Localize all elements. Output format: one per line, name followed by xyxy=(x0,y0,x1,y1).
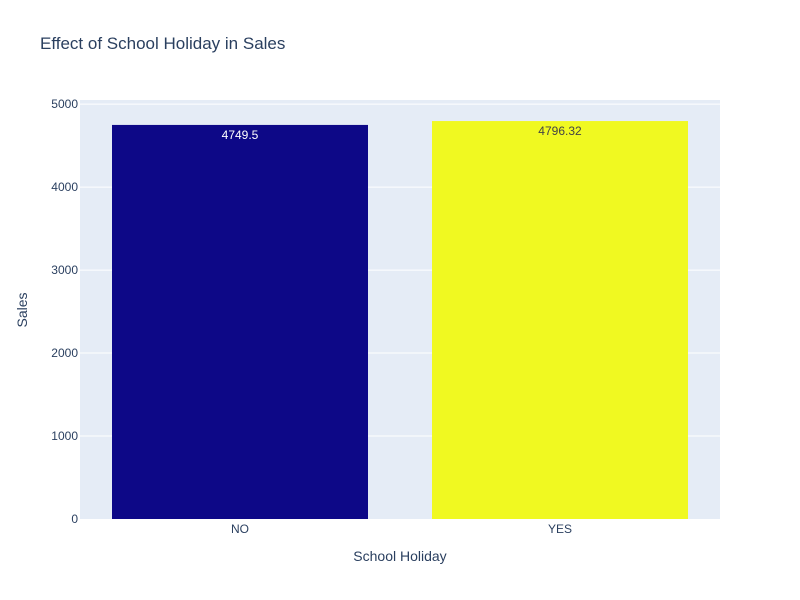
bar-yes xyxy=(432,121,688,519)
x-axis-title: School Holiday xyxy=(353,548,446,564)
bar-no xyxy=(112,124,368,520)
x-tick-label: NO xyxy=(231,522,249,536)
bar-value-label: 4796.32 xyxy=(538,124,582,138)
y-tick-label: 0 xyxy=(71,512,78,526)
x-axis-ticks: NO YES xyxy=(231,522,572,536)
y-axis-title: Sales xyxy=(14,292,30,327)
chart-title: Effect of School Holiday in Sales xyxy=(40,34,286,53)
y-axis-ticks: 0 1000 2000 3000 4000 5000 xyxy=(51,97,78,526)
bar-value-label: 4749.5 xyxy=(222,128,259,142)
y-tick-label: 1000 xyxy=(51,429,78,443)
bars xyxy=(112,121,688,520)
x-tick-label: YES xyxy=(548,522,572,536)
y-tick-label: 3000 xyxy=(51,263,78,277)
bar-value-labels: 4749.5 4796.32 xyxy=(222,124,582,142)
y-tick-label: 4000 xyxy=(51,180,78,194)
y-tick-label: 5000 xyxy=(51,97,78,111)
y-tick-label: 2000 xyxy=(51,346,78,360)
